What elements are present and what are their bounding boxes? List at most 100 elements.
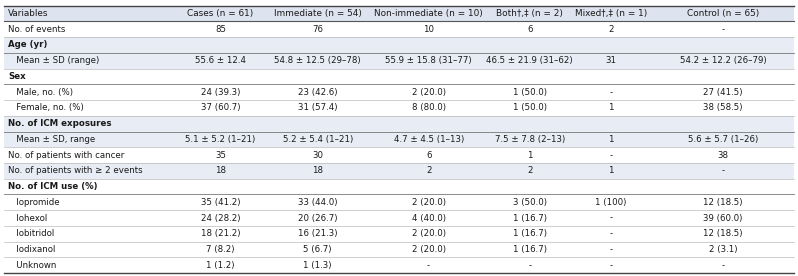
Bar	[571, 6, 652, 21]
Text: -: -	[610, 229, 613, 238]
Text: 18: 18	[312, 166, 323, 175]
Bar	[267, 226, 368, 242]
Text: No. of patients with ≥ 2 events: No. of patients with ≥ 2 events	[8, 166, 143, 175]
Text: 16 (21.3): 16 (21.3)	[298, 229, 338, 238]
Bar	[571, 84, 652, 100]
Bar	[489, 37, 571, 53]
Bar	[368, 6, 489, 21]
Text: -: -	[721, 261, 725, 270]
Bar	[489, 84, 571, 100]
Text: 54.8 ± 12.5 (29–78): 54.8 ± 12.5 (29–78)	[275, 56, 361, 65]
Text: 6: 6	[426, 151, 432, 160]
Text: 6: 6	[527, 25, 532, 34]
Bar	[4, 258, 174, 273]
Bar	[368, 226, 489, 242]
Bar	[4, 163, 174, 179]
Bar	[267, 116, 368, 131]
Text: Iodixanol: Iodixanol	[8, 245, 55, 254]
Bar	[4, 179, 174, 195]
Bar	[571, 210, 652, 226]
Text: 31: 31	[606, 56, 617, 65]
Bar	[4, 195, 174, 210]
Bar	[571, 53, 652, 68]
Bar	[368, 37, 489, 53]
Text: Cases (n = 61): Cases (n = 61)	[188, 9, 254, 18]
Bar	[368, 195, 489, 210]
Text: 20 (26.7): 20 (26.7)	[298, 214, 338, 223]
Text: 37 (60.7): 37 (60.7)	[201, 104, 240, 112]
Bar	[571, 179, 652, 195]
Text: 55.9 ± 15.8 (31–77): 55.9 ± 15.8 (31–77)	[385, 56, 472, 65]
Text: 2 (20.0): 2 (20.0)	[412, 198, 445, 207]
Text: 1 (16.7): 1 (16.7)	[513, 214, 547, 223]
Bar	[174, 226, 267, 242]
Text: 7 (8.2): 7 (8.2)	[206, 245, 235, 254]
Text: 12 (18.5): 12 (18.5)	[703, 229, 743, 238]
Bar	[267, 210, 368, 226]
Text: No. of ICM use (%): No. of ICM use (%)	[8, 182, 97, 191]
Text: 3 (50.0): 3 (50.0)	[513, 198, 547, 207]
Bar	[267, 21, 368, 37]
Bar	[174, 84, 267, 100]
Text: 55.6 ± 12.4: 55.6 ± 12.4	[195, 56, 246, 65]
Bar	[4, 100, 174, 116]
Bar	[174, 100, 267, 116]
Text: 38 (58.5): 38 (58.5)	[703, 104, 743, 112]
Bar	[571, 163, 652, 179]
Text: 4.7 ± 4.5 (1–13): 4.7 ± 4.5 (1–13)	[393, 135, 464, 144]
Bar	[652, 84, 794, 100]
Text: -: -	[610, 245, 613, 254]
Text: 1: 1	[608, 135, 614, 144]
Text: Immediate (n = 54): Immediate (n = 54)	[274, 9, 361, 18]
Bar	[368, 210, 489, 226]
Bar	[267, 163, 368, 179]
Bar	[4, 37, 174, 53]
Text: 5.1 ± 5.2 (1–21): 5.1 ± 5.2 (1–21)	[185, 135, 255, 144]
Text: Control (n = 65): Control (n = 65)	[687, 9, 759, 18]
Bar	[267, 147, 368, 163]
Text: 24 (28.2): 24 (28.2)	[201, 214, 240, 223]
Text: Iobitridol: Iobitridol	[8, 229, 54, 238]
Text: 18 (21.2): 18 (21.2)	[201, 229, 240, 238]
Bar	[489, 163, 571, 179]
Bar	[368, 131, 489, 147]
Text: 38: 38	[717, 151, 729, 160]
Text: 27 (41.5): 27 (41.5)	[703, 88, 743, 97]
Bar	[368, 84, 489, 100]
Bar	[489, 147, 571, 163]
Text: 2: 2	[426, 166, 432, 175]
Bar	[571, 258, 652, 273]
Bar	[652, 163, 794, 179]
Text: No. of ICM exposures: No. of ICM exposures	[8, 119, 112, 128]
Bar	[652, 116, 794, 131]
Text: Female, no. (%): Female, no. (%)	[8, 104, 84, 112]
Bar	[652, 226, 794, 242]
Bar	[4, 147, 174, 163]
Text: 30: 30	[312, 151, 323, 160]
Text: Mixed†,‡ (n = 1): Mixed†,‡ (n = 1)	[575, 9, 647, 18]
Bar	[267, 68, 368, 84]
Bar	[489, 195, 571, 210]
Text: Male, no. (%): Male, no. (%)	[8, 88, 73, 97]
Text: 12 (18.5): 12 (18.5)	[703, 198, 743, 207]
Text: -: -	[610, 214, 613, 223]
Text: 5 (6.7): 5 (6.7)	[303, 245, 332, 254]
Bar	[4, 210, 174, 226]
Text: Mean ± SD (range): Mean ± SD (range)	[8, 56, 99, 65]
Bar	[267, 6, 368, 21]
Bar	[4, 6, 174, 21]
Text: 1 (16.7): 1 (16.7)	[513, 229, 547, 238]
Text: 5.2 ± 5.4 (1–21): 5.2 ± 5.4 (1–21)	[282, 135, 353, 144]
Bar	[652, 53, 794, 68]
Text: 54.2 ± 12.2 (26–79): 54.2 ± 12.2 (26–79)	[680, 56, 766, 65]
Text: 2: 2	[608, 25, 614, 34]
Text: Mean ± SD, range: Mean ± SD, range	[8, 135, 95, 144]
Bar	[267, 179, 368, 195]
Bar	[4, 226, 174, 242]
Bar	[4, 242, 174, 258]
Bar	[652, 242, 794, 258]
Bar	[267, 131, 368, 147]
Bar	[489, 226, 571, 242]
Text: -: -	[610, 261, 613, 270]
Bar	[174, 242, 267, 258]
